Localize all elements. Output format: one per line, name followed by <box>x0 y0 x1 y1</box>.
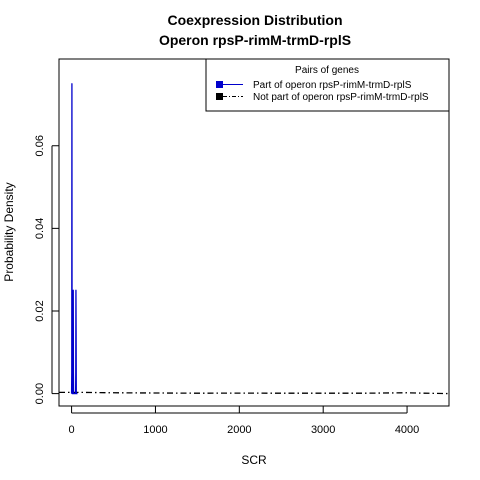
chart-subtitle: Operon rpsP-rimM-trmD-rplS <box>159 32 351 48</box>
legend-swatch <box>216 93 223 100</box>
legend-box <box>205 58 450 112</box>
chart-title: Coexpression Distribution <box>167 12 342 28</box>
legend: Pairs of genes Part of operon rpsP-rimM-… <box>205 58 450 112</box>
x-tick-label: 0 <box>69 424 75 436</box>
legend-entry-label: Not part of operon rpsP-rimM-trmD-rplS <box>253 92 429 103</box>
x-tick-label: 4000 <box>395 424 419 436</box>
series-line-operon <box>70 83 78 395</box>
y-tick-label: 0.04 <box>34 218 46 239</box>
y-tick-label: 0.00 <box>34 383 46 404</box>
series-line-not-operon <box>59 391 450 395</box>
y-tick-label: 0.02 <box>34 300 46 321</box>
legend-swatch <box>216 81 223 88</box>
x-tick-label: 2000 <box>227 424 251 436</box>
x-axis-label: SCR <box>241 453 267 467</box>
series-layer <box>59 83 450 395</box>
x-tick-label: 1000 <box>143 424 167 436</box>
y-tick-label: 0.06 <box>34 135 46 156</box>
y-axis-label: Probability Density <box>2 182 16 281</box>
x-tick-label: 3000 <box>311 424 335 436</box>
x-axis: 0 1000 2000 3000 4000 <box>69 406 419 436</box>
y-axis: 0.00 0.02 0.04 0.06 <box>34 135 59 404</box>
legend-title: Pairs of genes <box>295 65 359 76</box>
legend-entry-label: Part of operon rpsP-rimM-trmD-rplS <box>253 80 412 91</box>
